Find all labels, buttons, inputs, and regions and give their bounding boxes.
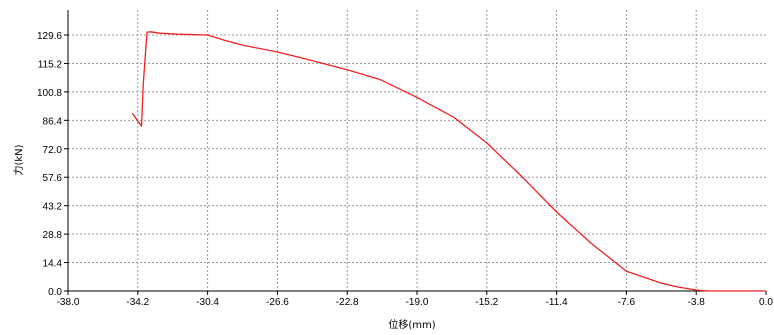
series-layer <box>131 31 766 292</box>
series-line-0 <box>131 31 766 292</box>
tick-labels: -38.0 -34.2 -30.4 -26.6 -22.8 -19.0 -15.2 -11.4… <box>37 31 773 308</box>
axis-lines <box>67 10 766 292</box>
y-tick-label: 115.2 <box>38 59 63 70</box>
x-tick-label: -38.0 <box>57 297 80 308</box>
y-tick-label: 72.0 <box>43 145 63 156</box>
x-tick-label: -3.8 <box>688 297 706 308</box>
x-tick-label: -11.4 <box>546 297 568 308</box>
x-tick-label: -22.8 <box>336 297 359 308</box>
grid <box>68 10 766 291</box>
x-tick-label: 0.0 <box>759 297 773 308</box>
y-axis-title: 力(kN) <box>12 144 25 175</box>
x-tick-label: -30.4 <box>196 297 219 308</box>
y-tick-label: 57.6 <box>43 173 63 184</box>
x-axis-title: 位移(mm) <box>388 318 435 331</box>
x-tick-label: -7.6 <box>618 297 636 308</box>
y-tick-label: 86.4 <box>43 116 63 127</box>
y-tick-label: 129.6 <box>37 31 62 42</box>
x-tick-label: -19.0 <box>406 297 429 308</box>
x-tick-label: -15.2 <box>475 297 498 308</box>
x-tick-label: -34.2 <box>126 297 149 308</box>
y-tick-label: 14.4 <box>43 259 63 270</box>
y-tick-label: 100.8 <box>37 88 62 99</box>
axes <box>64 10 767 295</box>
y-tick-label: 43.2 <box>43 202 63 213</box>
y-tick-label: 28.8 <box>43 230 63 241</box>
y-tick-label: 0.0 <box>48 287 62 298</box>
x-tick-label: -26.6 <box>266 297 289 308</box>
